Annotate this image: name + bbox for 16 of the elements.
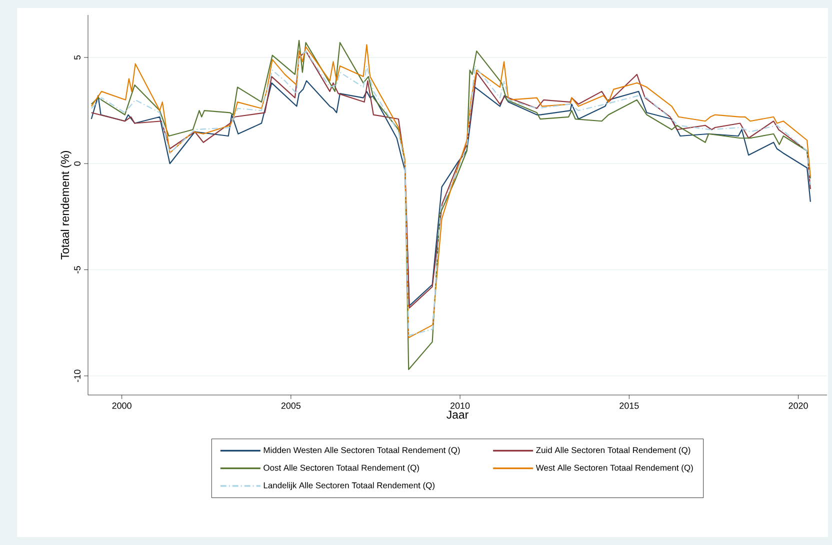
legend-label: Oost Alle Sectoren Totaal Rendement (Q) — [264, 464, 419, 472]
x-tick-label: 2010 — [450, 402, 470, 409]
x-tick-label: 2000 — [112, 402, 132, 409]
x-axis-title: Jaar — [446, 410, 468, 419]
legend-label: Landelijk Alle Sectoren Totaal Rendement (Q) — [264, 482, 434, 490]
legend-label: Zuid Alle Sectoren Totaal Rendement (Q) — [536, 446, 690, 455]
x-tick-label: 2005 — [281, 402, 301, 409]
y-tick-label: 0 — [74, 161, 80, 166]
y-tick-label: 5 — [74, 55, 80, 60]
legend-label: West Alle Sectoren Totaal Rendement (Q) — [536, 464, 693, 472]
legend-label: Midden Westen Alle Sectoren Totaal Rendement (Q) — [264, 446, 460, 455]
y-tick-label: -10 — [74, 370, 80, 382]
x-tick-label: 2015 — [620, 402, 639, 409]
x-tick-label: 2020 — [788, 402, 808, 409]
y-axis-title: Totaal rendement (%) — [60, 150, 72, 260]
y-tick-label: -5 — [74, 266, 80, 274]
